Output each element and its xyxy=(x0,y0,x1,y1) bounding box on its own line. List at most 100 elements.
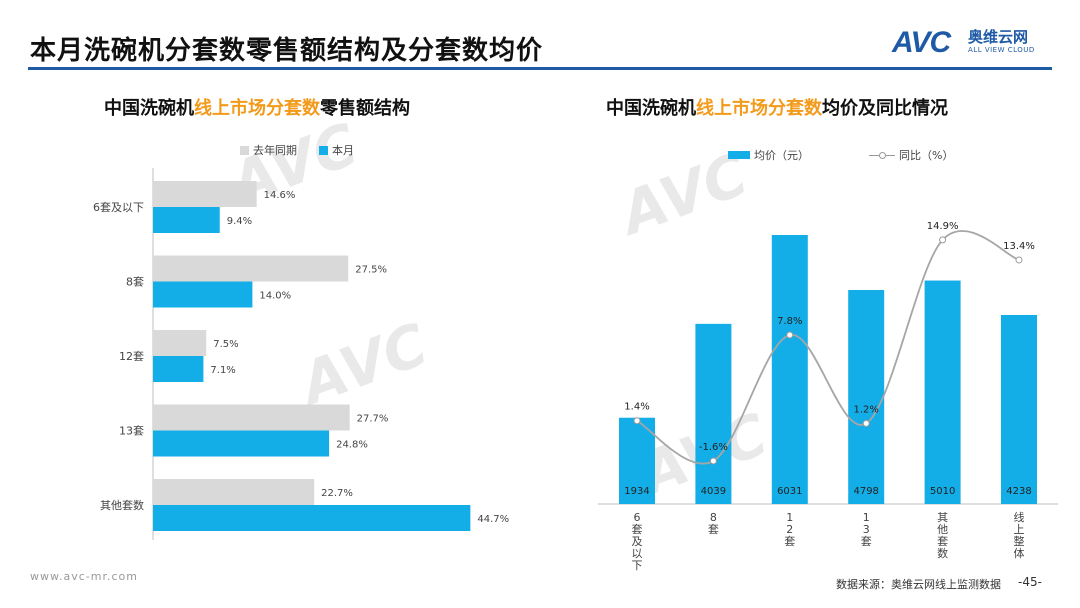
left-title-highlight: 线上市场分套数 xyxy=(194,98,320,119)
yoy-point xyxy=(1015,256,1023,264)
title-divider xyxy=(28,67,1052,70)
left-legend: 去年同期 本月 xyxy=(240,142,354,158)
footer-url: www.avc-mr.com xyxy=(30,570,138,583)
price-data-label: 4238 xyxy=(1006,486,1031,497)
last-year-data-label: 27.5% xyxy=(355,265,387,276)
left-title-part-a: 中国洗碗机 xyxy=(104,98,194,119)
right-category-label-char: 8 xyxy=(710,511,717,524)
right-category-label-char: 6 xyxy=(634,511,641,524)
legend-label-this-month: 本月 xyxy=(332,144,354,157)
price-bar xyxy=(695,323,732,504)
right-chart-title: 中国洗碗机线上市场分套数均价及同比情况 xyxy=(606,94,948,120)
legend-label-price: 均价（元） xyxy=(754,149,809,162)
last-year-data-label: 22.7% xyxy=(321,488,353,499)
right-category-label-char: 上 xyxy=(1014,523,1025,536)
left-category-label: 8套 xyxy=(126,276,144,289)
yoy-data-label: 7.8% xyxy=(777,316,802,327)
price-bar xyxy=(619,417,655,504)
yoy-data-label: 14.9% xyxy=(927,221,959,232)
last-year-bar xyxy=(153,404,350,431)
left-category-label: 12套 xyxy=(119,350,144,363)
last-year-data-label: 14.6% xyxy=(264,190,296,201)
price-data-label: 5010 xyxy=(930,486,955,497)
price-data-label: 1934 xyxy=(624,486,649,497)
logo-avc-text: AVC xyxy=(892,26,951,59)
price-data-label: 4039 xyxy=(701,486,726,497)
yoy-point xyxy=(633,417,641,425)
left-category-label: 6套及以下 xyxy=(93,201,144,214)
right-category-label-char: 线 xyxy=(1014,510,1025,524)
price-data-label: 6031 xyxy=(777,486,802,497)
last-year-bar xyxy=(153,181,257,207)
page-number: -45- xyxy=(1018,575,1042,589)
last-year-bar xyxy=(153,330,207,356)
legend-label-last-year: 去年同期 xyxy=(253,144,297,157)
last-year-data-label: 27.7% xyxy=(357,414,389,425)
right-category-label-char: 3 xyxy=(863,523,870,536)
left-category-label: 13套 xyxy=(119,425,144,438)
last-year-bar xyxy=(153,479,315,505)
yoy-data-label: 13.4% xyxy=(1003,241,1035,252)
yoy-point xyxy=(862,419,870,427)
this-month-data-label: 9.4% xyxy=(227,216,252,227)
this-month-bar xyxy=(153,207,220,233)
price-bar xyxy=(771,235,808,504)
left-title-part-b: 零售额结构 xyxy=(320,98,410,119)
yoy-data-label: 1.2% xyxy=(853,404,878,415)
yoy-data-label: -1.6% xyxy=(699,442,728,453)
last-year-data-label: 7.5% xyxy=(213,339,238,350)
right-title-part-b: 均价及同比情况 xyxy=(822,98,948,119)
page-title: 本月洗碗机分套数零售额结构及分套数均价 xyxy=(30,36,544,66)
right-category-label-char: 其 xyxy=(937,511,948,524)
right-category-label-char: 1 xyxy=(786,511,793,524)
legend-swatch-price xyxy=(728,151,750,159)
legend-swatch-yoy xyxy=(869,150,895,160)
this-month-data-label: 7.1% xyxy=(210,365,235,376)
right-category-label-char: 数 xyxy=(937,547,948,560)
this-month-bar xyxy=(153,505,471,531)
price-bar xyxy=(1001,314,1037,504)
yoy-line xyxy=(636,230,1020,465)
right-title-highlight: 线上市场分套数 xyxy=(696,98,822,119)
yoy-point xyxy=(786,331,794,339)
this-month-data-label: 24.8% xyxy=(336,440,368,451)
price-bar xyxy=(848,289,885,504)
this-month-data-label: 14.0% xyxy=(259,291,291,302)
last-year-bar xyxy=(153,255,349,282)
this-month-data-label: 44.7% xyxy=(477,514,509,525)
left-chart-title: 中国洗碗机线上市场分套数零售额结构 xyxy=(104,94,410,120)
right-category-label-char: 1 xyxy=(863,511,870,524)
footer-source: 数据来源：奥维云网线上监测数据 xyxy=(836,578,1001,591)
yoy-point xyxy=(709,457,717,465)
yoy-data-label: 1.4% xyxy=(624,402,649,413)
this-month-bar xyxy=(153,281,253,308)
right-category-label-char: 及 xyxy=(632,535,643,548)
left-category-label: 其他套数 xyxy=(100,499,144,512)
right-category-label-char: 下 xyxy=(632,559,643,572)
right-category-label-char: 套 xyxy=(861,535,872,548)
right-category-label-char: 他 xyxy=(937,523,948,536)
brand-logo: AVC 奥维云网 ALL VIEW CLOUD xyxy=(892,24,1062,64)
right-category-label-char: 套 xyxy=(937,535,948,548)
legend-swatch-this-month xyxy=(319,145,328,155)
right-category-label-char: 整 xyxy=(1014,534,1025,548)
logo-en-text: ALL VIEW CLOUD xyxy=(968,46,1035,54)
this-month-bar xyxy=(153,356,204,382)
right-title-part-a: 中国洗碗机 xyxy=(606,98,696,119)
right-category-label-char: 套 xyxy=(708,523,719,536)
price-bar xyxy=(924,280,961,504)
right-category-label-char: 体 xyxy=(1014,546,1025,560)
logo-cn-text: 奥维云网 xyxy=(968,28,1029,46)
price-data-label: 4798 xyxy=(853,486,878,497)
legend-label-yoy: 同比（%） xyxy=(899,149,954,162)
right-category-label-char: 2 xyxy=(786,523,793,536)
right-category-label-char: 以 xyxy=(632,547,643,560)
this-month-bar xyxy=(153,430,330,457)
right-category-label-char: 套 xyxy=(784,535,795,548)
right-legend: 均价（元） 同比（%） xyxy=(728,147,953,163)
legend-swatch-last-year xyxy=(240,145,249,155)
yoy-point xyxy=(939,236,947,244)
right-category-label-char: 套 xyxy=(632,523,643,536)
